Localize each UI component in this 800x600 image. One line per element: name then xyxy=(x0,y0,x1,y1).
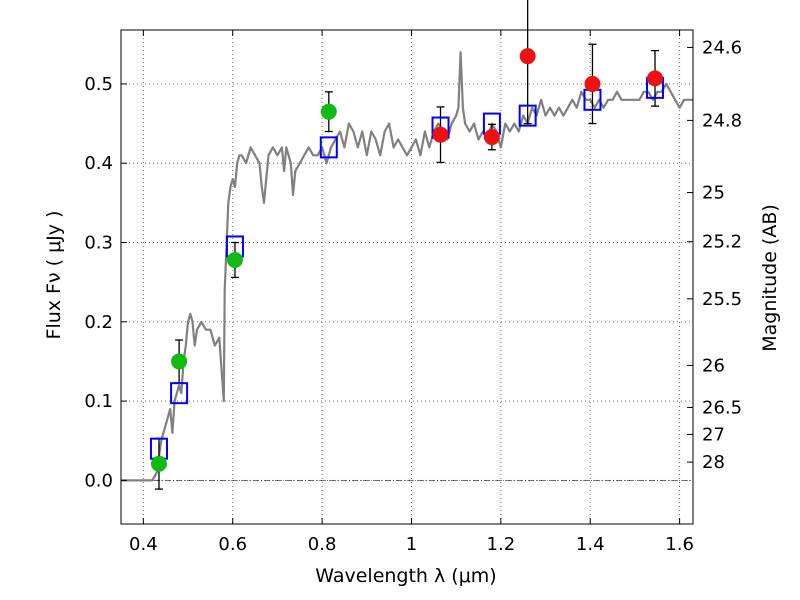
right-tick-label: 27 xyxy=(702,424,725,445)
y-tick-label: 0.4 xyxy=(84,153,113,174)
nir-photometry-point xyxy=(584,75,601,92)
right-tick-label: 26.5 xyxy=(702,397,742,418)
right-tick-label: 25.5 xyxy=(702,289,742,310)
y-tick-label: 0.5 xyxy=(84,74,113,95)
model-photometry-square xyxy=(319,136,338,159)
hst-photometry-point xyxy=(171,353,188,370)
y-tick-label: 0.2 xyxy=(84,312,113,333)
right-tick-label: 24.6 xyxy=(702,37,742,58)
x-tick-label: 0.8 xyxy=(308,534,337,555)
hst-photometry-point xyxy=(226,251,243,268)
right-tick-labels: 24.6 24.8 25 25.2 25.5 26 26.5 27 28 xyxy=(702,37,742,473)
x-tick-label: 1.6 xyxy=(665,534,694,555)
right-tick-label: 24.8 xyxy=(702,110,742,131)
right-axis-label: Magnitude (AB) xyxy=(759,204,781,352)
x-tick-labels: 0.4 0.6 0.8 1 1.2 1.4 1.6 xyxy=(129,534,694,555)
x-tick-label: 1.2 xyxy=(487,534,516,555)
y-tick-labels: 0.0 0.1 0.2 0.3 0.4 0.5 xyxy=(84,74,113,491)
y-tick-label: 0.0 xyxy=(84,470,113,491)
nir-photometry-point xyxy=(483,129,500,146)
spectrum-layer xyxy=(121,51,693,482)
x-tick-label: 0.4 xyxy=(129,534,158,555)
y-tick-label: 0.1 xyxy=(84,391,113,412)
y-axis-label: Flux Fν ( μJy ) xyxy=(43,211,65,340)
model-photometry-square xyxy=(518,104,537,127)
right-tick-label: 25 xyxy=(702,183,725,204)
right-tick-label: 28 xyxy=(702,452,725,473)
nir-photometry-point xyxy=(519,48,536,65)
y-tick-label: 0.3 xyxy=(84,233,113,254)
model-photometry-square xyxy=(170,382,189,405)
x-axis-label: Wavelength λ (μm) xyxy=(315,565,496,587)
nir-photometry-point xyxy=(432,126,449,143)
x-tick-label: 1 xyxy=(406,534,417,555)
plot-frame xyxy=(120,29,694,525)
hst-photometry-point xyxy=(320,103,337,120)
x-tick-label: 1.4 xyxy=(576,534,605,555)
hst-photometry-point xyxy=(150,455,167,472)
right-tick-label: 26 xyxy=(702,355,725,376)
spectrum-line xyxy=(121,51,693,482)
x-tick-label: 0.6 xyxy=(218,534,247,555)
nir-photometry-point xyxy=(647,70,664,87)
ticks xyxy=(121,30,693,524)
right-tick-label: 25.2 xyxy=(702,232,742,253)
observed-photometry-layer xyxy=(150,48,664,472)
